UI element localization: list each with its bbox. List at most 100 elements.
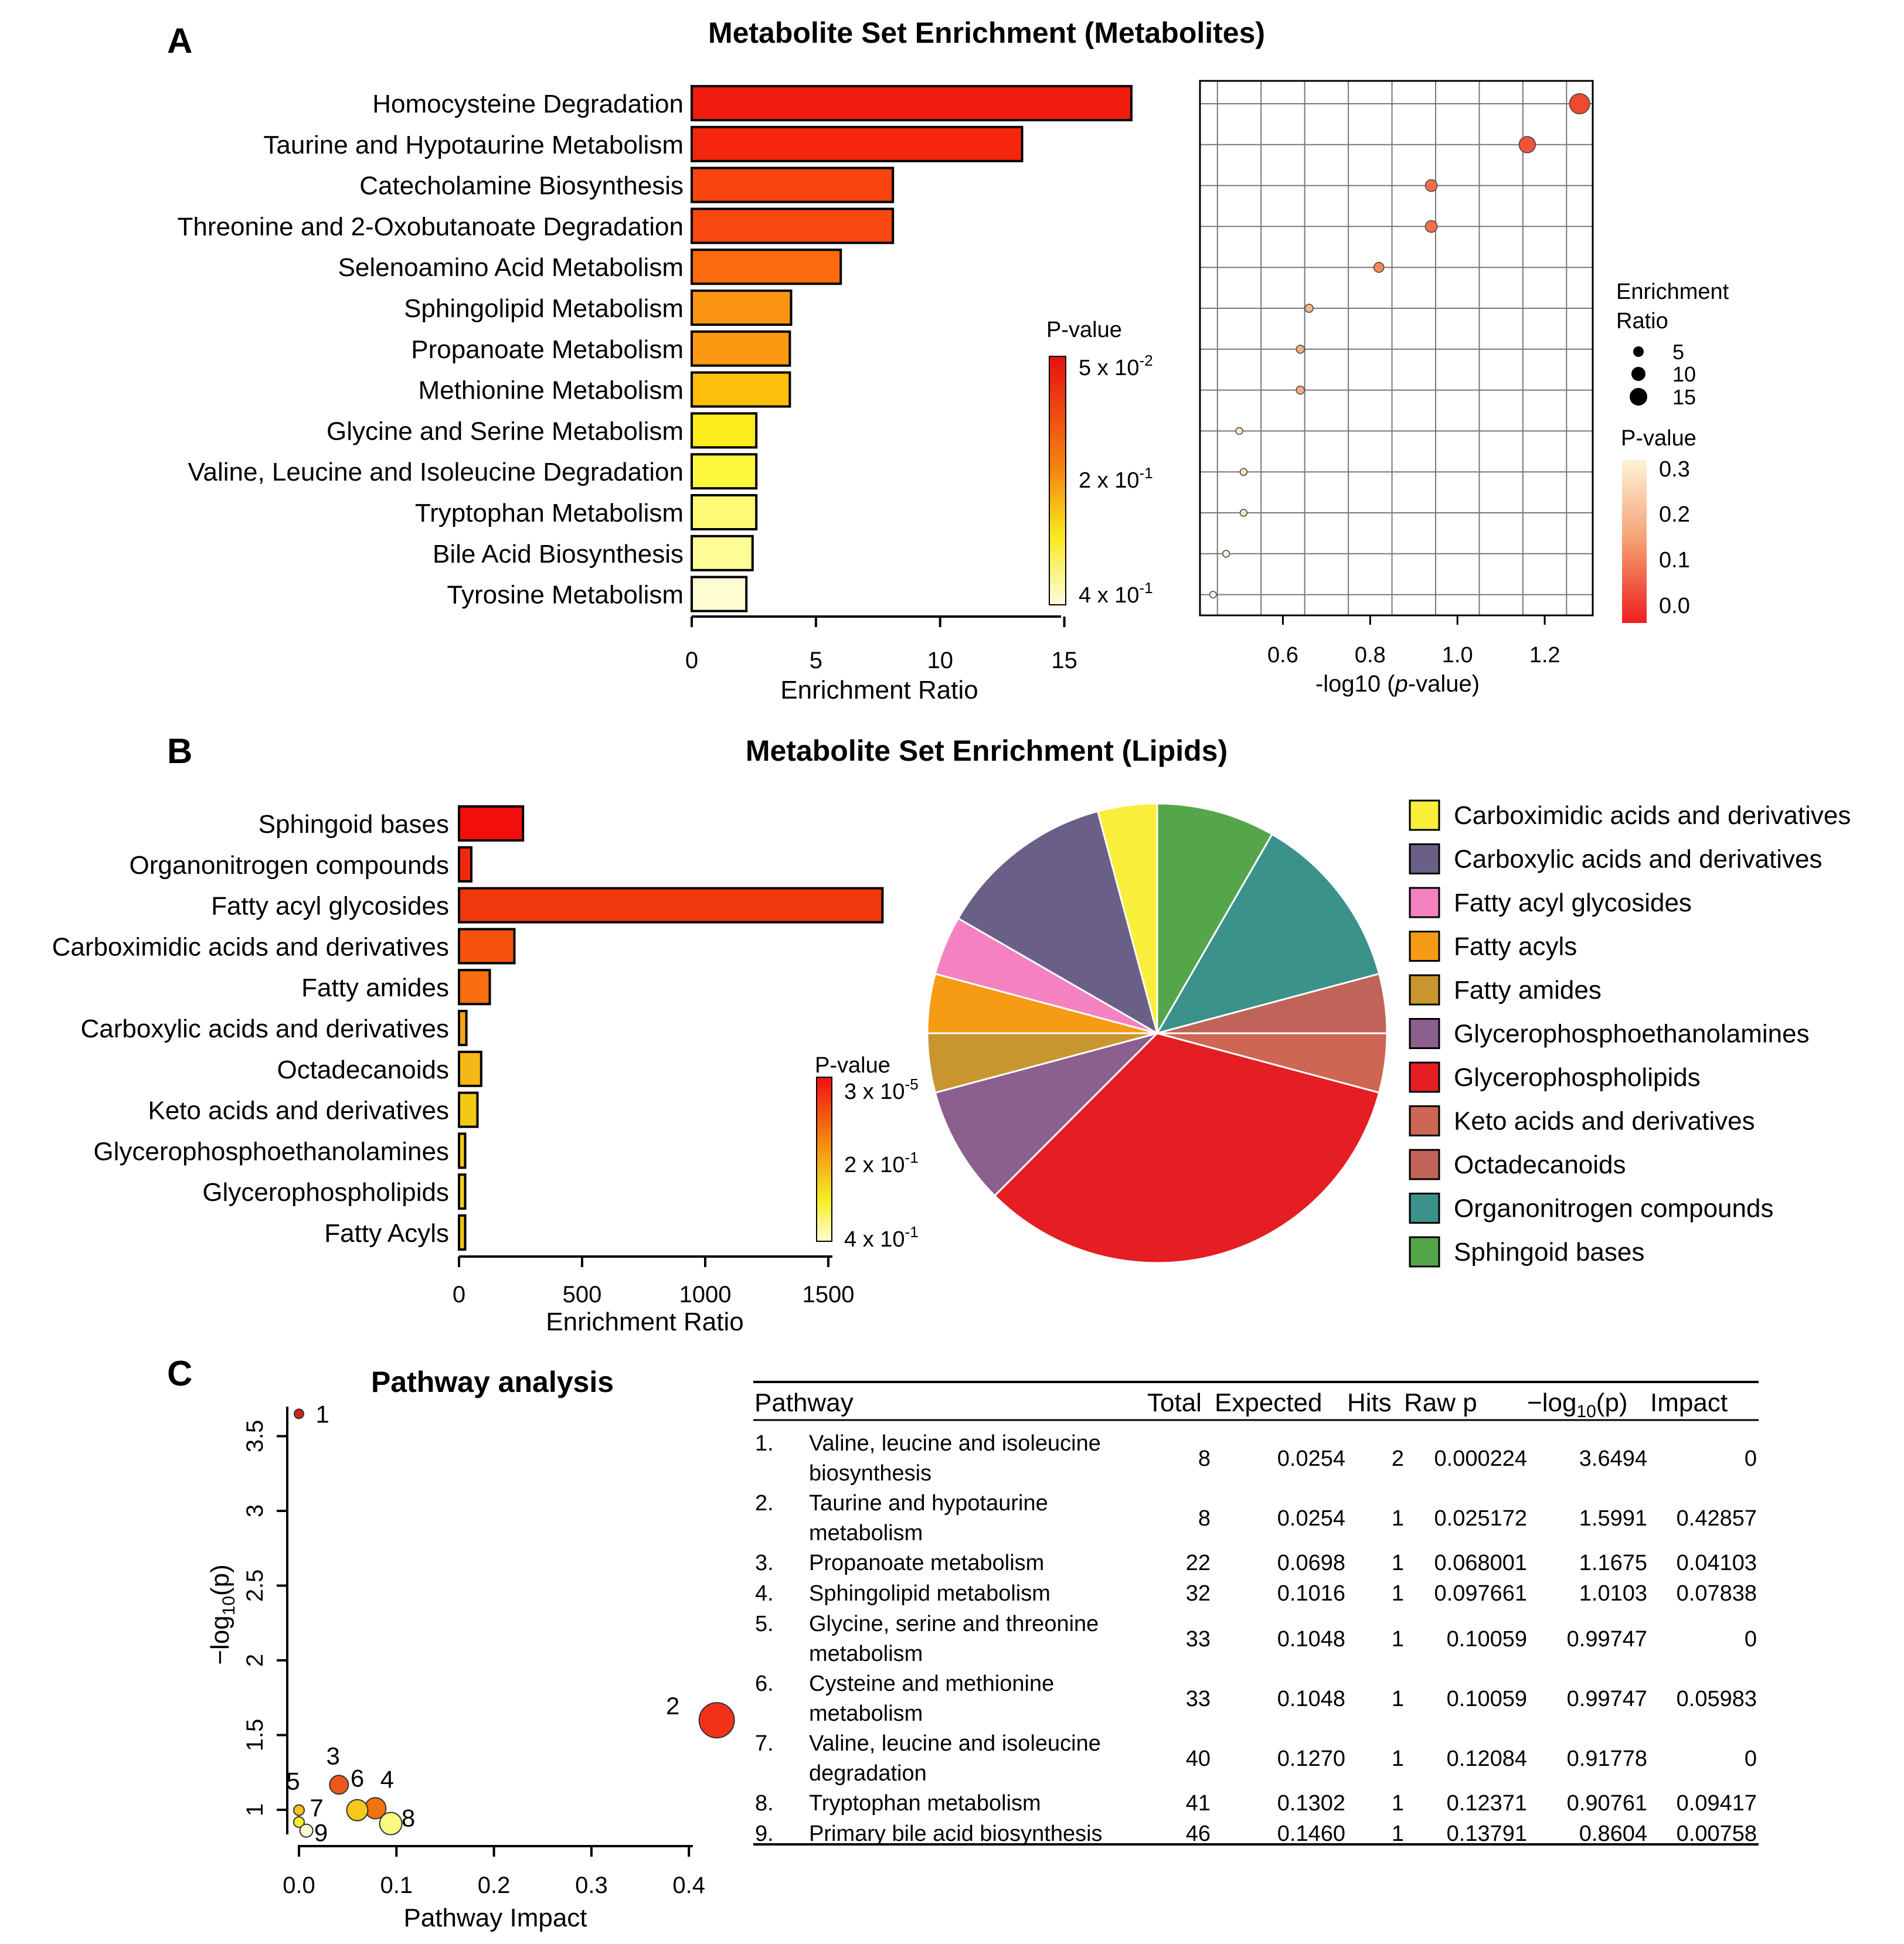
row-num: 2.: [755, 1491, 774, 1516]
size-legend-label-5: 5: [1672, 340, 1684, 364]
row-logp: 0.90761: [1567, 1791, 1647, 1816]
pie-slice-glycerophosphoethanolamines: [934, 1031, 1161, 1197]
xlabel-suffix: -value): [1408, 671, 1480, 697]
chart-c-ylabel: −log10(p): [206, 1564, 239, 1665]
c-point-label: 5: [286, 1768, 300, 1795]
a2-cbar-tick-label: 0.2: [1659, 502, 1690, 527]
chart-a-dotplot-frame: [1199, 80, 1594, 617]
row-pathway: Propanoate metabolism: [809, 1551, 1044, 1575]
chart-b-bar: Metabolite Set Enrichment (Lipids) Sphin…: [52, 734, 1228, 1336]
row-num: 4.: [755, 1581, 774, 1606]
a-xtick-label: 10: [927, 648, 953, 673]
col-logp-suffix: (p): [1596, 1388, 1628, 1417]
panel-label-c: C: [167, 1354, 192, 1393]
c-point-label: 6: [351, 1765, 364, 1792]
a2-xtick-label: 0.6: [1267, 643, 1298, 668]
a2-dot-13: [1209, 591, 1217, 598]
bar-b-label: Carboximidic acids and derivatives: [52, 932, 449, 961]
a2-dot-5: [1373, 261, 1385, 273]
bar-b-carboxylic-acids-and-derivatives: [458, 1010, 468, 1046]
chart-a-colorbar: [1049, 356, 1066, 605]
a-cbar-label: 2 x 10-1: [1079, 464, 1153, 493]
row-total: 32: [1186, 1581, 1211, 1606]
ylabel-sub: 10: [219, 1596, 239, 1615]
bar-b-organonitrogen-compounds: [458, 846, 472, 883]
b-xtick-label: 1500: [803, 1282, 855, 1308]
a-cbar-label: 5 x 10-2: [1079, 352, 1153, 380]
bar-b-glycerophosphoethanolamines: [458, 1132, 467, 1169]
row-num: 6.: [755, 1671, 774, 1696]
bar-a-label: Catecholamine Biosynthesis: [359, 172, 684, 200]
row-hits: 1: [1392, 1822, 1404, 1846]
a2-cbar-tick-label: 0.3: [1659, 457, 1690, 482]
xlabel-prefix: -log10 (: [1315, 671, 1395, 697]
bar-b-label: Fatty Acyls: [324, 1219, 449, 1248]
legend-swatch-glycerophosphoethanolamines: [1409, 1018, 1440, 1049]
bar-a-label: Threonine and 2-Oxobutanoate Degradation: [178, 212, 684, 241]
chart-c-table: Pathway Total Expected Hits Raw p −log10…: [753, 1381, 1759, 1846]
row-impact: 0.00758: [1677, 1822, 1757, 1846]
row-impact: 0.07838: [1677, 1581, 1757, 1606]
legend-swatch-glycerophospholipids: [1409, 1061, 1440, 1093]
legend-label: Octadecanoids: [1454, 1150, 1626, 1179]
bar-b-glycerophospholipids: [458, 1173, 467, 1210]
row-num: 5.: [755, 1612, 774, 1636]
row-rawp: 0.10059: [1447, 1687, 1527, 1711]
bar-a-methionine-metabolism: [691, 371, 791, 408]
bar-a-selenoamino-acid-metabolism: [691, 248, 842, 285]
size-legend-title-1: Enrichment: [1616, 280, 1729, 304]
legend-swatch-sphingoid-bases: [1409, 1236, 1440, 1268]
bar-b-label: Keto acids and derivatives: [148, 1097, 449, 1125]
row-hits: 1: [1392, 1627, 1404, 1652]
chart-a-dotplot-xlabel: -log10 (p-value): [1315, 671, 1480, 697]
row-rawp: 0.12084: [1447, 1746, 1527, 1771]
bar-b-label: Fatty amides: [301, 973, 449, 1002]
a2-dot-9: [1235, 427, 1243, 435]
legend-label: Fatty acyls: [1454, 932, 1577, 961]
a2-xtick-label: 0.8: [1355, 643, 1386, 668]
b-xtick-label: 500: [563, 1282, 602, 1308]
row-hits: 1: [1392, 1746, 1404, 1771]
b-cbar-exponent: -1: [905, 1149, 919, 1166]
b-cbar-exponent: -1: [905, 1223, 919, 1241]
a2-dot-3: [1424, 179, 1438, 192]
chart-a-bar: Metabolite Set Enrichment (Metabolites) …: [178, 16, 1266, 704]
bar-a-sphingolipid-metabolism: [691, 290, 793, 326]
bar-a-propanoate-metabolism: [691, 330, 791, 367]
b-cbar-label: 2 x 10-1: [844, 1149, 919, 1177]
row-logp: 1.1675: [1579, 1551, 1647, 1575]
chart-b-colorbar: [816, 1077, 832, 1242]
bar-b-sphingoid-bases: [458, 805, 525, 842]
c-point-1: [294, 1408, 304, 1419]
c-xtick-label: 0.3: [575, 1872, 608, 1898]
a-cbar-label: 4 x 10-1: [1079, 579, 1153, 608]
a2-dot-4: [1424, 220, 1438, 233]
c-point-2: [698, 1702, 735, 1739]
row-expected: 0.1016: [1277, 1581, 1345, 1606]
col-total: Total: [1147, 1388, 1202, 1417]
bar-a-catecholamine-biosynthesis: [691, 166, 895, 203]
row-total: 40: [1186, 1746, 1211, 1771]
a-xtick-label: 5: [810, 648, 822, 673]
c-point-5: [293, 1804, 305, 1816]
row-expected: 0.0698: [1277, 1551, 1345, 1575]
c-point-3: [329, 1775, 349, 1795]
col-impact: Impact: [1650, 1388, 1728, 1417]
row-rawp: 0.12371: [1447, 1791, 1527, 1816]
legend-label: Fatty amides: [1454, 976, 1602, 1005]
panel-label-a: A: [167, 21, 192, 60]
row-impact: 0.42857: [1677, 1506, 1757, 1531]
row-rawp: 0.025172: [1434, 1506, 1528, 1531]
row-pathway: Valine, leucine and isoleucine: [809, 1731, 1101, 1756]
bar-b-label: Organonitrogen compounds: [130, 851, 449, 880]
row-expected: 0.1048: [1277, 1687, 1345, 1711]
bar-a-label: Bile Acid Biosynthesis: [433, 540, 684, 568]
row-total: 46: [1186, 1822, 1211, 1846]
a2-xtick-label: 1.2: [1529, 643, 1560, 668]
legend-swatch-fatty-acyls: [1409, 931, 1440, 962]
row-pathway-cont: degradation: [809, 1761, 927, 1786]
row-rawp: 0.097661: [1434, 1581, 1528, 1606]
bar-a-label: Tyrosine Metabolism: [447, 581, 684, 610]
bar-a-label: Glycine and Serine Metabolism: [327, 417, 684, 445]
chart-c-xlabel: Pathway Impact: [403, 1904, 587, 1932]
